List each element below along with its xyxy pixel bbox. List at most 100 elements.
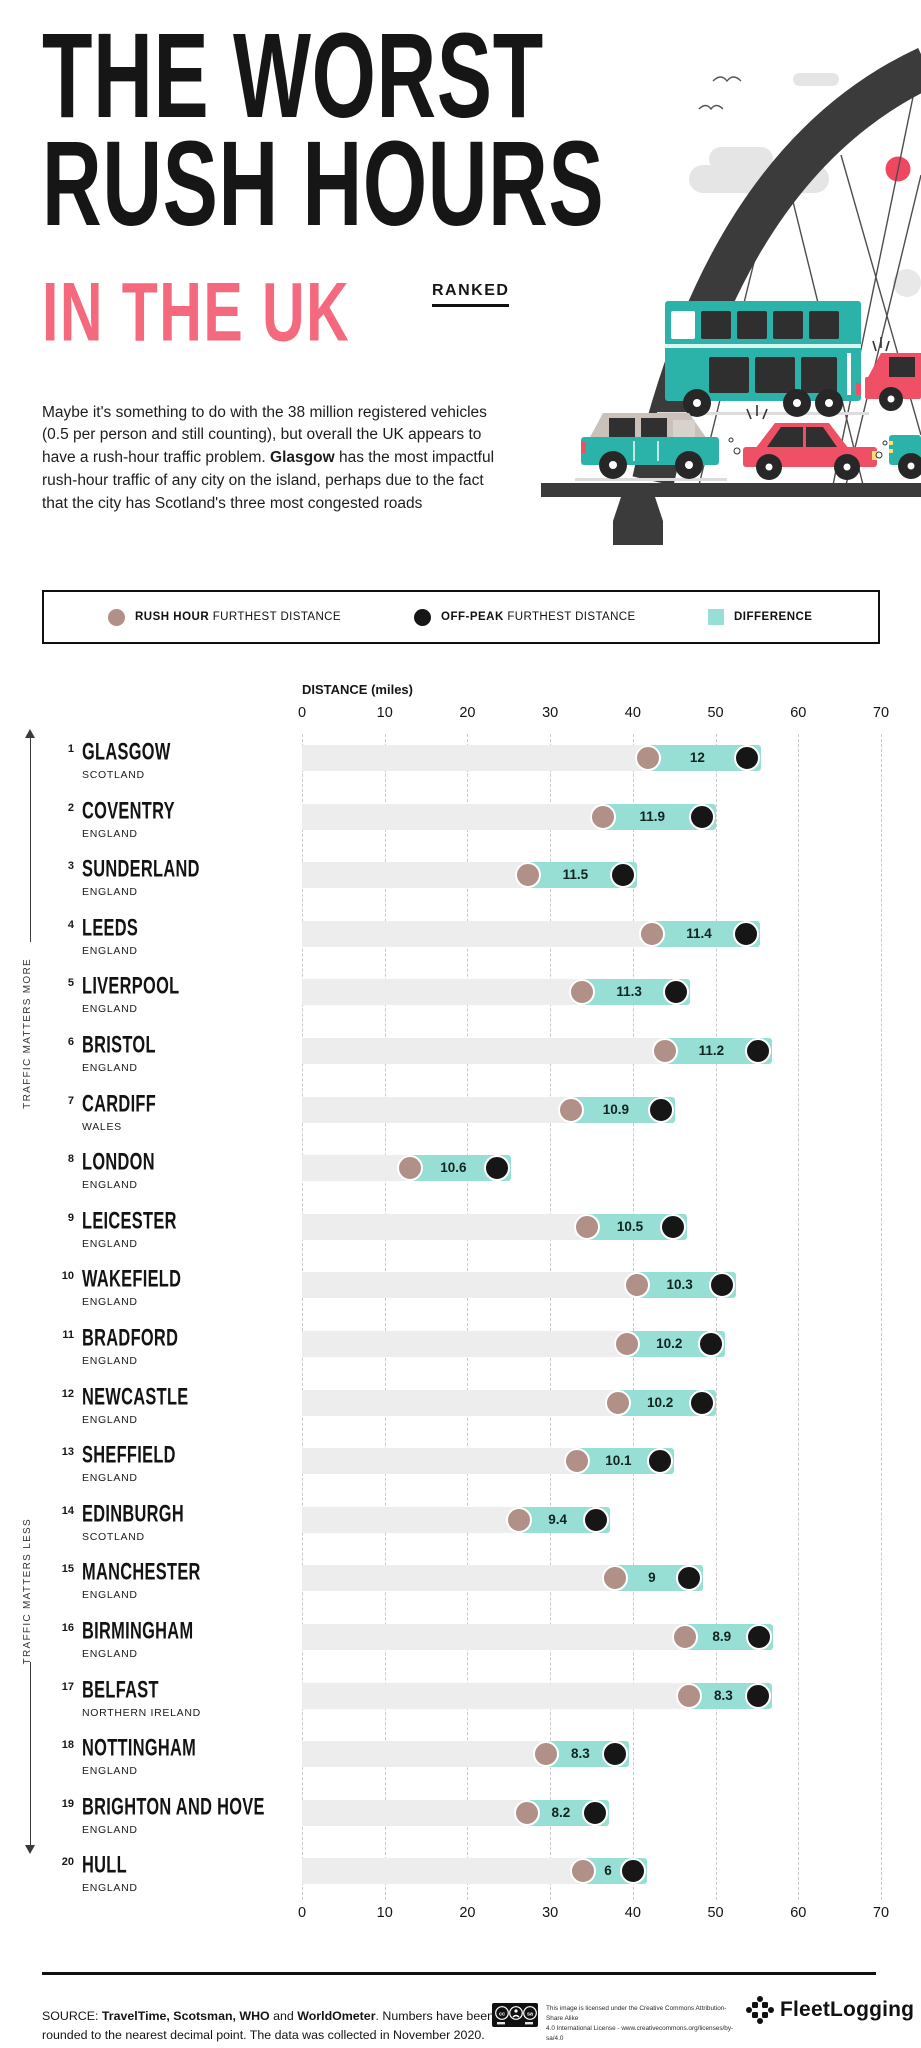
row-bar-track: 10.2 [302, 1389, 881, 1416]
table-row: 2 COVENTRY ENGLAND 11.9 [0, 791, 921, 849]
rush-hour-dot [671, 1624, 698, 1650]
off-peak-dot [698, 1331, 725, 1357]
rush-hour-bar [302, 1565, 615, 1592]
row-rank: 15 [61, 1563, 74, 1576]
rush-hour-bar [302, 862, 528, 889]
row-country: ENGLAND [82, 1179, 138, 1192]
row-city: MANCHESTER [82, 1559, 201, 1586]
off-peak-dot [484, 1155, 511, 1182]
teal-van [575, 413, 727, 481]
row-city: LIVERPOOL [82, 973, 180, 1000]
off-peak-dot [581, 1799, 608, 1826]
difference-swatch-icon [708, 609, 724, 625]
off-peak-dot [734, 745, 760, 771]
axis-tick-top: 0 [297, 705, 307, 721]
off-peak-dot [676, 1565, 703, 1592]
off-peak-dot-icon [414, 608, 431, 626]
difference-value: 11.5 [562, 867, 589, 883]
difference-value: 8.9 [712, 1629, 732, 1644]
row-city: EDINBURGH [82, 1500, 185, 1528]
text-run: WorldOmeter [297, 2009, 376, 2024]
gridline [384, 734, 386, 1900]
gridline [798, 734, 800, 1900]
double-decker-bus [657, 301, 869, 417]
legend-label: DIFFERENCE [734, 611, 813, 623]
row-bar-track: 10.5 [302, 1213, 881, 1240]
off-peak-dot [744, 1682, 771, 1709]
legend-label: OFF-PEAK FURTHEST DISTANCE [441, 611, 636, 623]
row-city: NEWCASTLE [82, 1383, 189, 1410]
difference-value: 6 [604, 1863, 612, 1879]
text-run: . Numbers have been rounded to the neare… [42, 2009, 494, 2042]
row-rank: 16 [61, 1622, 74, 1634]
row-bar-track: 10.1 [302, 1448, 881, 1475]
legend: RUSH HOUR FURTHEST DISTANCE OFF-PEAK FUR… [42, 590, 880, 644]
gridline [715, 734, 717, 1900]
footer-divider [42, 1972, 876, 1975]
rush-hour-dot [634, 745, 661, 771]
page-title: THE WORST RUSH HOURS [42, 16, 604, 244]
axis-tick-top: 20 [459, 705, 476, 721]
rush-hour-bar [302, 803, 604, 830]
table-row: 11 BRADFORD ENGLAND 10.2 [0, 1318, 921, 1376]
gridline [302, 734, 303, 1900]
axis-title: DISTANCE (miles) [302, 682, 413, 697]
table-row: 4 LEEDS ENGLAND 11.4 [0, 908, 921, 966]
row-bar-track: 11.3 [302, 979, 881, 1006]
creative-commons-badge-icon: cc sa [492, 2003, 538, 2027]
intro-paragraph: Maybe it's something to do with the 38 m… [42, 402, 494, 517]
row-country: ENGLAND [82, 1472, 138, 1485]
difference-value: 10.5 [616, 1218, 644, 1234]
table-row: 19 BRIGHTON AND HOVE ENGLAND 8.2 [0, 1787, 921, 1845]
row-bar-track: 10.2 [302, 1331, 881, 1357]
axis-tick-top: 30 [542, 705, 559, 721]
row-bar-track: 9 [302, 1565, 881, 1592]
off-peak-dot [688, 803, 715, 830]
arrow-up-icon [25, 729, 35, 738]
rush-hour-bar [302, 1389, 618, 1416]
rush-hour-bar [302, 1799, 527, 1826]
teal-car-front [875, 435, 921, 479]
row-country: ENGLAND [82, 1413, 138, 1426]
traffic-matters-more-label: TRAFFIC MATTERS MORE [22, 958, 33, 1109]
rush-hour-dot [570, 1858, 597, 1885]
row-country: ENGLAND [82, 827, 138, 840]
rush-hour-dot [513, 1799, 540, 1826]
legend-item-rush-hour: RUSH HOUR FURTHEST DISTANCE [108, 592, 341, 642]
row-city: GLASGOW [82, 739, 171, 766]
row-rank: 13 [61, 1446, 74, 1459]
row-country: ENGLAND [82, 1882, 138, 1895]
table-row: 8 LONDON ENGLAND 10.6 [0, 1142, 921, 1200]
axis-tick-bottom: 50 [707, 1905, 724, 1921]
rush-hour-dot [514, 862, 541, 889]
table-row: 17 BELFAST NORTHERN IRELAND 8.3 [0, 1670, 921, 1728]
fleetlogging-logo-icon [746, 1996, 774, 2024]
traffic-bridge-illustration [541, 47, 921, 545]
off-peak-dot [745, 1624, 772, 1650]
traffic-matters-less-label: TRAFFIC MATTERS LESS [22, 1518, 33, 1665]
row-country: ENGLAND [82, 1296, 138, 1309]
difference-value: 10.9 [602, 1101, 630, 1117]
text-run: has the most impactful rush-hour traffic… [42, 449, 495, 513]
table-row: 18 NOTTINGHAM ENGLAND 8.3 [0, 1728, 921, 1786]
table-row: 9 LEICESTER ENGLAND 10.5 [0, 1201, 921, 1259]
table-row: 15 MANCHESTER ENGLAND 9 [0, 1552, 921, 1610]
row-rank: 14 [61, 1504, 74, 1517]
row-bar-track: 8.3 [302, 1741, 881, 1768]
row-bar-track: 10.9 [302, 1096, 881, 1123]
table-row: 20 HULL ENGLAND 6 [0, 1845, 921, 1903]
off-peak-dot [583, 1506, 610, 1533]
text-run: and [269, 2009, 298, 2024]
off-peak-dot [647, 1448, 674, 1475]
rush-hour-dot [569, 979, 596, 1006]
off-peak-dot [601, 1741, 628, 1768]
row-country: ENGLAND [82, 1003, 138, 1016]
row-city: COVENTRY [82, 797, 175, 824]
rush-hour-bar [302, 745, 648, 771]
row-bar-track: 10.3 [302, 1272, 881, 1299]
rush-hour-dot [614, 1331, 641, 1357]
row-rank: 12 [61, 1387, 74, 1400]
axis-tick-top: 50 [707, 705, 724, 721]
difference-value: 11.4 [686, 925, 712, 941]
